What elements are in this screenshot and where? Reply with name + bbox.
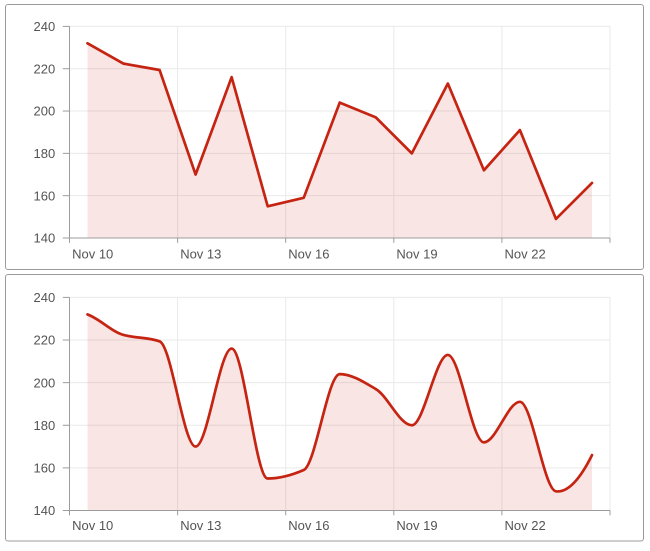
- svg-text:140: 140: [33, 231, 55, 246]
- svg-text:Nov 19: Nov 19: [396, 246, 437, 261]
- svg-text:240: 240: [33, 19, 55, 34]
- svg-text:Nov 10: Nov 10: [72, 246, 113, 261]
- svg-text:Nov 13: Nov 13: [180, 246, 221, 261]
- svg-text:160: 160: [33, 188, 55, 203]
- svg-text:Nov 19: Nov 19: [396, 518, 437, 533]
- svg-text:220: 220: [33, 61, 55, 76]
- svg-text:140: 140: [33, 503, 55, 518]
- svg-text:220: 220: [33, 333, 55, 348]
- svg-text:200: 200: [33, 104, 55, 119]
- svg-text:Nov 16: Nov 16: [288, 518, 329, 533]
- svg-text:Nov 10: Nov 10: [72, 518, 113, 533]
- svg-text:200: 200: [33, 375, 55, 390]
- svg-text:180: 180: [33, 418, 55, 433]
- svg-text:180: 180: [33, 146, 55, 161]
- svg-text:Nov 22: Nov 22: [505, 246, 546, 261]
- svg-text:240: 240: [33, 290, 55, 305]
- svg-text:Nov 22: Nov 22: [505, 518, 546, 533]
- svg-text:160: 160: [33, 461, 55, 476]
- svg-text:Nov 16: Nov 16: [288, 246, 329, 261]
- svg-text:Nov 13: Nov 13: [180, 518, 221, 533]
